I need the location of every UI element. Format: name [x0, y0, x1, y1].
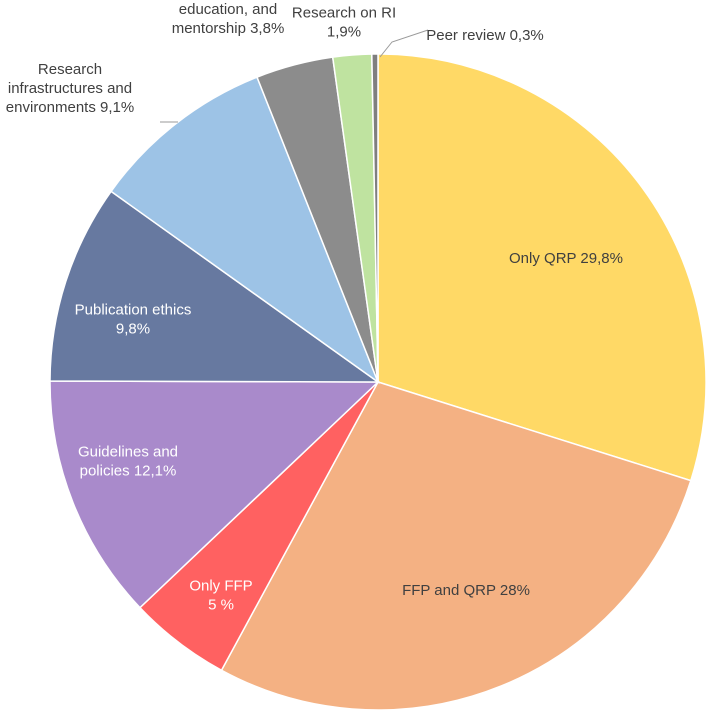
slice-label-8: Research on RI 1,9% — [292, 5, 396, 41]
slice-labels: Only QRP 29,8% FFP and QRP 28% Only FFP 5 %… — [6, 0, 623, 614]
slice-label-2: FFP and QRP 28% — [402, 582, 530, 599]
pie-slice-9 — [371, 53, 379, 383]
slice-label-4: Guidelines and policies 12,1% — [78, 444, 178, 480]
pie-slice-5 — [49, 190, 381, 383]
pie-slice-2 — [220, 381, 692, 711]
slice-label-1: Only QRP 29,8% — [509, 250, 623, 267]
slice-label-5: Publication ethics 9,8% — [75, 302, 192, 338]
pie-slice-4 — [49, 380, 380, 609]
leader-lines — [160, 29, 429, 123]
slice-label-3: Only FFP 5 % — [189, 578, 252, 614]
pie-slice-1 — [377, 53, 707, 482]
pie-slice-6 — [110, 76, 380, 385]
slice-label-6: Research infrastructures and environments … — [6, 61, 134, 116]
slice-label-9: Peer review 0,3% — [426, 27, 544, 44]
pie-slices — [49, 53, 707, 711]
leader-line-9 — [379, 29, 429, 58]
